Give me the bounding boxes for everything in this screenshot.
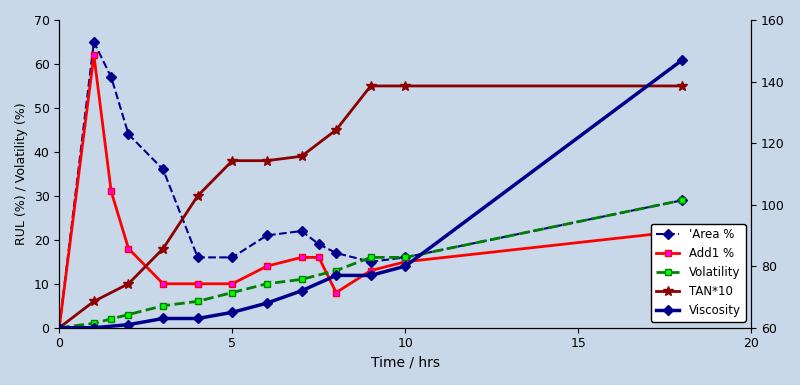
Add1 % [89, 53, 98, 57]
Viscosity [366, 273, 375, 278]
'Area % [331, 251, 341, 255]
'Area % [89, 40, 98, 44]
TAN*10 [297, 154, 306, 159]
Legend: 'Area %, Add1 %, Volatility, TAN*10, Viscosity: 'Area %, Add1 %, Volatility, TAN*10, Vis… [651, 224, 746, 322]
Add1 % [54, 325, 64, 330]
Add1 % [227, 281, 237, 286]
Viscosity [227, 310, 237, 315]
Line: Viscosity: Viscosity [56, 57, 686, 331]
Add1 % [401, 259, 410, 264]
Add1 % [331, 290, 341, 295]
Add1 % [106, 189, 116, 194]
'Area % [314, 242, 324, 246]
'Area % [401, 255, 410, 260]
'Area % [54, 325, 64, 330]
Volatility [262, 281, 272, 286]
Viscosity [124, 322, 134, 327]
'Area % [366, 259, 375, 264]
'Area % [227, 255, 237, 260]
Line: Volatility: Volatility [57, 198, 685, 330]
'Area % [262, 233, 272, 238]
TAN*10 [331, 127, 341, 132]
Volatility [158, 303, 168, 308]
'Area % [124, 132, 134, 137]
'Area % [193, 255, 202, 260]
Y-axis label: RUL (%) / Volatility (%): RUL (%) / Volatility (%) [15, 102, 28, 245]
Volatility [89, 321, 98, 326]
Add1 % [158, 281, 168, 286]
Viscosity [401, 264, 410, 268]
Volatility [124, 312, 134, 317]
Line: Add1 %: Add1 % [56, 52, 686, 331]
Volatility [331, 268, 341, 273]
Line: 'Area %: 'Area % [56, 38, 686, 331]
'Area % [297, 229, 306, 233]
Add1 % [366, 268, 375, 273]
Volatility [106, 316, 116, 321]
Volatility [227, 290, 237, 295]
Volatility [366, 255, 375, 260]
Add1 % [297, 255, 306, 260]
TAN*10 [158, 246, 168, 251]
TAN*10 [366, 84, 375, 88]
Volatility [401, 255, 410, 260]
TAN*10 [262, 158, 272, 163]
Viscosity [54, 325, 64, 330]
Add1 % [193, 281, 202, 286]
TAN*10 [124, 281, 134, 286]
Add1 % [124, 246, 134, 251]
Viscosity [331, 273, 341, 278]
Line: TAN*10: TAN*10 [54, 81, 687, 333]
'Area % [678, 198, 687, 203]
Add1 % [314, 255, 324, 260]
'Area % [106, 75, 116, 79]
Volatility [193, 299, 202, 304]
Volatility [678, 198, 687, 203]
Volatility [297, 277, 306, 282]
TAN*10 [678, 84, 687, 88]
TAN*10 [193, 194, 202, 198]
Add1 % [262, 264, 272, 268]
Viscosity [193, 316, 202, 321]
TAN*10 [401, 84, 410, 88]
TAN*10 [89, 299, 98, 304]
TAN*10 [227, 158, 237, 163]
'Area % [158, 167, 168, 172]
Viscosity [158, 316, 168, 321]
Viscosity [678, 58, 687, 62]
Viscosity [262, 301, 272, 305]
Viscosity [89, 325, 98, 330]
TAN*10 [54, 325, 64, 330]
X-axis label: Time / hrs: Time / hrs [371, 356, 440, 370]
Add1 % [678, 229, 687, 233]
Viscosity [297, 288, 306, 293]
Volatility [54, 325, 64, 330]
